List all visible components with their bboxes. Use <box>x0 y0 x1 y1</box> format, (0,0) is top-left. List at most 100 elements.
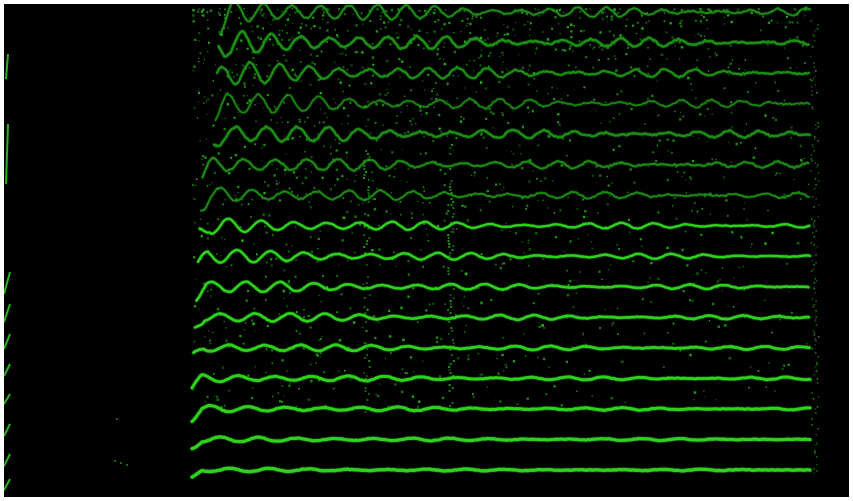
noise-speck <box>697 33 700 35</box>
noise-speck <box>631 24 635 27</box>
noise-speck <box>264 298 267 301</box>
edge-speck <box>811 90 813 92</box>
noise-speck <box>313 24 316 28</box>
noise-speck <box>511 205 514 208</box>
noise-speck <box>265 231 268 234</box>
noise-speck <box>239 335 242 338</box>
edge-speck <box>811 298 814 300</box>
band-speck <box>449 183 452 185</box>
noise-speck <box>424 12 427 15</box>
noise-speck <box>525 207 527 210</box>
band-speck <box>365 375 368 377</box>
noise-speck <box>400 111 402 113</box>
noise-speck <box>514 9 517 11</box>
edge-speck <box>817 180 820 182</box>
noise-speck <box>286 11 288 13</box>
noise-speck <box>611 322 615 325</box>
noise-speck <box>300 34 302 37</box>
noise-speck <box>586 216 588 218</box>
noise-speck <box>196 117 199 119</box>
noise-speck <box>254 366 256 368</box>
noise-speck <box>601 346 603 349</box>
noise-speck <box>446 135 449 138</box>
noise-speck <box>382 11 384 13</box>
noise-speck <box>529 64 531 67</box>
noise-speck <box>443 46 445 48</box>
band-speck <box>452 228 455 230</box>
noise-speck <box>263 191 266 195</box>
edge-speck <box>811 196 814 198</box>
noise-speck <box>299 121 301 123</box>
noise-speck <box>592 174 595 177</box>
noise-speck <box>353 251 356 254</box>
noise-speck <box>466 219 469 222</box>
noise-speck <box>446 84 448 86</box>
noise-speck <box>311 61 314 64</box>
noise-speck <box>285 153 287 155</box>
noise-speck <box>316 55 319 57</box>
noise-speck <box>347 114 350 117</box>
edge-speck <box>817 356 820 358</box>
noise-speck <box>374 122 377 124</box>
noise-speck <box>309 363 312 366</box>
noise-speck <box>251 128 253 130</box>
harmonic-trace <box>193 312 811 329</box>
noise-speck <box>671 36 674 39</box>
noise-speck <box>194 184 197 187</box>
noise-speck <box>404 372 407 374</box>
noise-speck <box>501 51 504 55</box>
noise-speck <box>243 81 245 84</box>
band-speck <box>449 348 452 350</box>
noise-speck <box>198 40 200 42</box>
noise-speck <box>788 290 790 293</box>
edge-speck <box>816 362 818 364</box>
noise-speck <box>480 80 483 84</box>
noise-speck <box>372 180 374 182</box>
band-speck <box>452 288 455 290</box>
noise-speck <box>474 38 477 41</box>
noise-speck <box>394 383 397 386</box>
noise-speck <box>502 114 505 117</box>
noise-speck <box>453 31 455 34</box>
noise-speck <box>434 9 436 11</box>
noise-speck <box>672 342 675 345</box>
noise-speck <box>655 159 658 162</box>
noise-speck <box>234 128 236 130</box>
edge-speck <box>816 246 819 248</box>
noise-speck <box>526 204 529 207</box>
noise-speck <box>443 23 446 26</box>
noise-speck <box>276 122 278 124</box>
noise-speck <box>708 320 710 322</box>
edge-speck <box>811 86 813 88</box>
noise-speck <box>237 125 239 127</box>
noise-speck <box>425 228 427 230</box>
noise-speck <box>728 73 730 76</box>
noise-speck <box>307 280 309 282</box>
band-speck <box>363 342 366 344</box>
noise-speck <box>632 131 634 133</box>
noise-speck <box>192 8 194 11</box>
noise-speck <box>320 301 322 303</box>
noise-speck <box>206 113 208 115</box>
noise-speck <box>383 21 386 24</box>
noise-speck <box>407 273 411 276</box>
noise-speck <box>657 277 660 281</box>
noise-speck <box>473 396 475 398</box>
noise-speck <box>367 118 370 121</box>
noise-speck <box>616 308 619 310</box>
noise-speck <box>337 36 339 38</box>
noise-speck <box>772 116 775 119</box>
noise-speck <box>245 68 247 70</box>
noise-speck <box>391 258 394 261</box>
noise-speck <box>401 368 404 370</box>
edge-speck <box>810 440 812 442</box>
edge-speck <box>811 424 813 426</box>
noise-speck <box>731 108 733 110</box>
noise-speck <box>290 38 292 40</box>
edge-speck <box>813 450 816 452</box>
noise-speck <box>725 195 728 198</box>
noise-speck <box>683 171 686 174</box>
noise-speck <box>666 138 669 141</box>
band-speck <box>451 144 453 146</box>
noise-speck <box>469 32 472 34</box>
